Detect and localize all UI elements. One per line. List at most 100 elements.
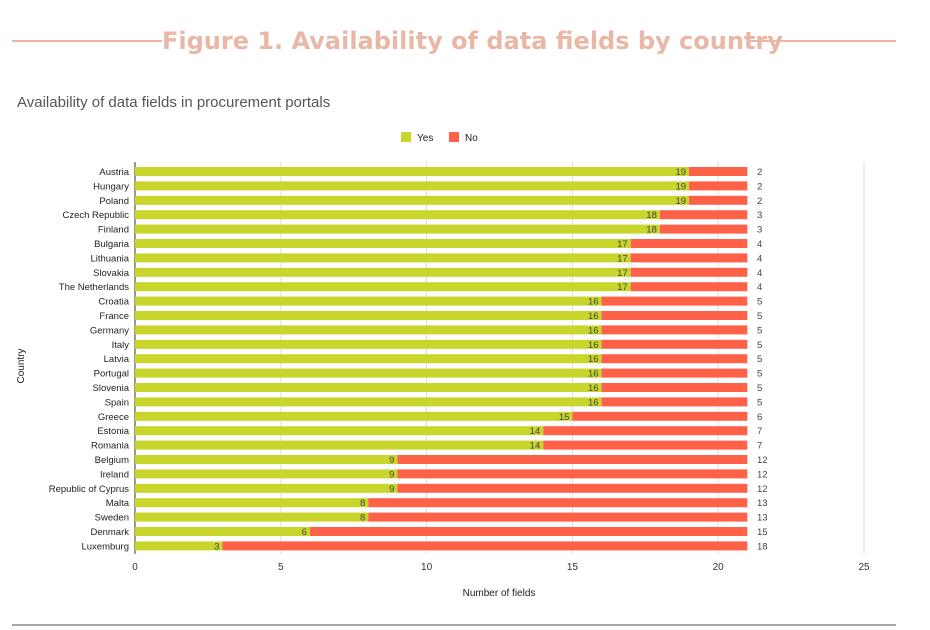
bar-yes — [135, 339, 602, 349]
data-label-yes: 9 — [389, 484, 394, 495]
bar-no — [397, 455, 748, 464]
data-label-no: 5 — [757, 383, 762, 394]
category-label: Estonia — [97, 426, 129, 437]
data-label-yes: 18 — [646, 225, 657, 236]
category-label: Portugal — [94, 369, 129, 380]
data-label-yes: 16 — [588, 369, 599, 380]
legend-label-yes: Yes — [417, 133, 433, 144]
bar-yes — [135, 239, 631, 248]
data-label-yes: 3 — [214, 541, 219, 552]
data-label-no: 12 — [757, 469, 768, 480]
data-label-no: 13 — [757, 513, 768, 524]
figure-header: Figure 1. Availability of data fields by… — [0, 22, 930, 62]
bar-no — [630, 239, 748, 248]
category-label: Lithuania — [90, 253, 129, 264]
bar-no — [689, 181, 748, 191]
category-label: Latvia — [104, 354, 130, 365]
data-label-yes: 9 — [389, 455, 394, 466]
data-label-yes: 19 — [675, 196, 686, 207]
data-label-no: 5 — [757, 397, 762, 408]
bar-yes — [135, 397, 602, 407]
category-label: Luxemburg — [81, 541, 129, 552]
data-label-no: 15 — [757, 527, 768, 538]
data-label-yes: 19 — [675, 167, 686, 178]
data-label-yes: 8 — [360, 498, 365, 509]
data-label-yes: 8 — [360, 513, 365, 524]
data-label-no: 7 — [757, 426, 762, 437]
bar-no — [659, 210, 748, 220]
bar-no — [601, 296, 748, 306]
bar-no — [601, 383, 748, 392]
bar-no — [543, 426, 748, 436]
category-label: Austria — [99, 167, 129, 178]
x-tick-label: 25 — [858, 562, 870, 573]
bar-yes — [135, 311, 602, 320]
bar-yes — [135, 325, 602, 335]
bar-yes — [135, 354, 602, 364]
data-label-yes: 15 — [559, 412, 570, 423]
bar-yes — [135, 282, 631, 292]
data-label-no: 5 — [757, 369, 762, 380]
legend-label-no: No — [465, 133, 478, 144]
data-label-yes: 9 — [389, 469, 394, 480]
category-label: Sweden — [95, 513, 129, 524]
bar-no — [572, 411, 748, 421]
category-label: Greece — [98, 412, 129, 423]
data-label-no: 5 — [757, 325, 762, 336]
data-label-yes: 16 — [588, 297, 599, 308]
data-label-no: 4 — [757, 239, 762, 250]
category-label: Bulgaria — [94, 239, 130, 250]
data-label-yes: 16 — [588, 311, 599, 322]
legend-swatch-yes — [401, 132, 411, 142]
x-tick-label: 5 — [278, 562, 284, 573]
data-label-no: 2 — [757, 196, 762, 207]
bar-yes — [135, 224, 660, 234]
data-label-no: 4 — [757, 268, 762, 279]
category-label: Czech Republic — [62, 210, 129, 221]
bar-yes — [135, 267, 631, 277]
x-tick-label: 10 — [421, 562, 433, 573]
bar-yes — [135, 167, 690, 176]
bar-no — [368, 498, 748, 508]
bar-yes — [135, 296, 602, 306]
category-label: Denmark — [90, 527, 129, 538]
bar-yes — [135, 527, 310, 536]
bar-no — [601, 397, 748, 407]
bar-yes — [135, 455, 398, 464]
category-label: Republic of Cyprus — [49, 484, 130, 495]
bottom-rule — [12, 624, 896, 626]
data-label-yes: 14 — [530, 441, 541, 452]
data-label-yes: 6 — [302, 527, 307, 538]
category-label: France — [99, 311, 129, 322]
bar-yes — [135, 253, 631, 263]
bar-no — [601, 339, 748, 349]
x-tick-label: 20 — [713, 562, 725, 573]
x-tick-label: 15 — [567, 562, 579, 573]
x-axis-title: Number of fields — [463, 588, 536, 599]
bar-no — [601, 325, 748, 335]
bar-no — [601, 368, 748, 378]
data-label-yes: 14 — [530, 426, 541, 437]
legend-swatch-no — [449, 132, 459, 142]
category-label: Spain — [105, 397, 129, 408]
data-label-yes: 16 — [588, 354, 599, 365]
y-axis-title: Country — [16, 348, 27, 383]
data-label-no: 7 — [757, 441, 762, 452]
bar-yes — [135, 426, 544, 436]
data-label-no: 12 — [757, 455, 768, 466]
category-label: Malta — [106, 498, 130, 509]
data-label-no: 5 — [757, 340, 762, 351]
header-rule-left — [12, 40, 162, 42]
category-label: Poland — [99, 196, 129, 207]
data-label-no: 13 — [757, 498, 768, 509]
data-label-yes: 16 — [588, 397, 599, 408]
header-rule-right — [748, 40, 896, 42]
bar-no — [397, 469, 748, 479]
bar-no — [689, 167, 748, 176]
bar-no — [601, 354, 748, 364]
data-label-no: 2 — [757, 181, 762, 192]
chart-title: Availability of data fields in procureme… — [17, 94, 331, 111]
bar-yes — [135, 210, 660, 220]
category-label: Ireland — [100, 469, 129, 480]
data-label-no: 2 — [757, 167, 762, 178]
